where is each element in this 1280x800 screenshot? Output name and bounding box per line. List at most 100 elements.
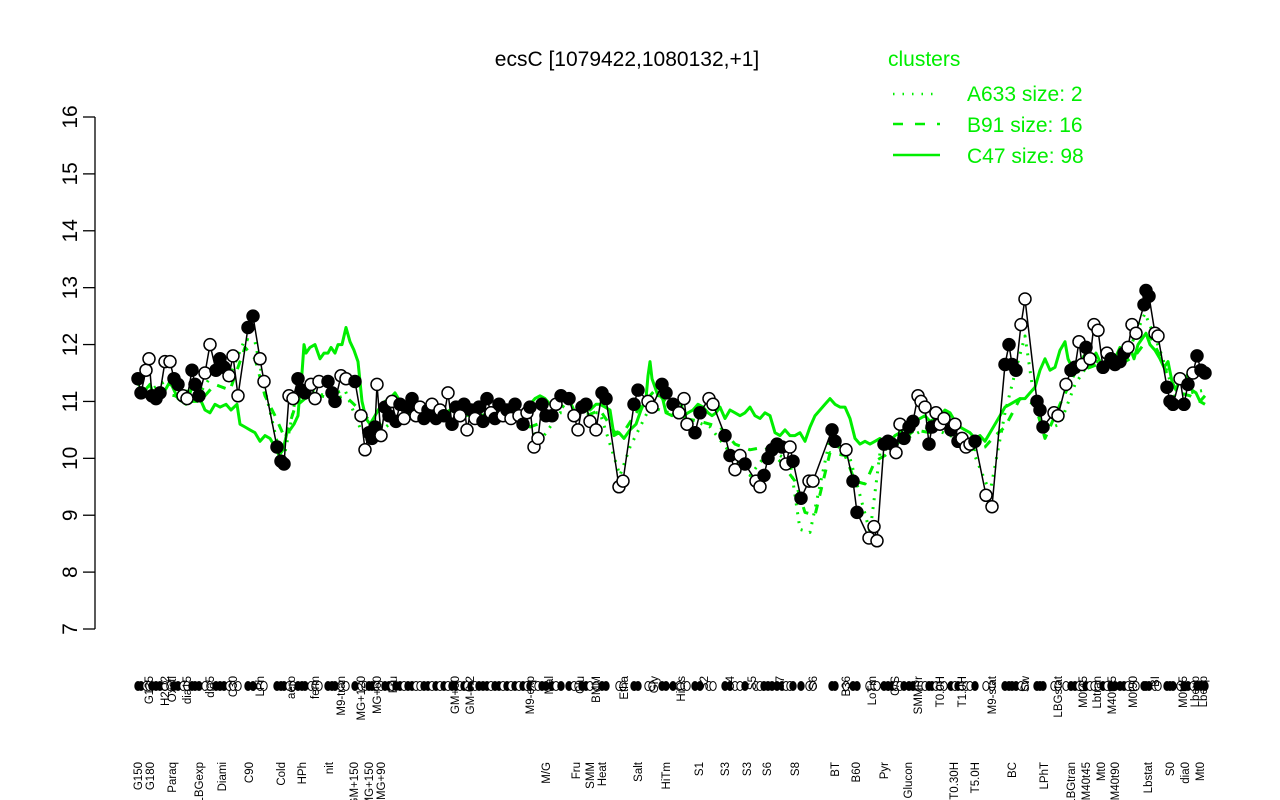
data-point-marker: [348, 374, 362, 389]
x-category-label: S2: [699, 676, 711, 690]
data-point-marker: [1033, 403, 1047, 417]
rug-marker: [971, 681, 979, 691]
data-point-marker: [922, 437, 936, 451]
x-category-label: T0.0H: [935, 676, 947, 707]
x-category-label: GM+150: [349, 762, 361, 800]
y-tick-label: 12: [59, 333, 82, 356]
data-point-marker: [354, 408, 368, 423]
legend-entry-c47: C47 size: 98: [967, 145, 1084, 168]
data-point-marker: [846, 474, 860, 488]
x-category-label: LBGstat: [1053, 675, 1065, 717]
data-point-marker: [806, 474, 820, 488]
x-category-label: aero: [286, 676, 298, 699]
x-category-label: Sw: [1020, 675, 1032, 692]
x-category-label: Lbtran: [1092, 676, 1104, 709]
x-category-label: M40t90: [1110, 762, 1122, 800]
data-point-marker: [1160, 380, 1174, 394]
x-category-label: Mal: [544, 676, 556, 695]
x-category-label: MG+120: [356, 676, 368, 720]
data-point-marker: [397, 411, 411, 426]
rug-marker: [1039, 681, 1047, 691]
data-point-marker: [192, 389, 206, 403]
x-category-label: M9-exp: [525, 676, 537, 714]
x-category-label: MG+150: [364, 762, 376, 800]
x-category-label: Pyr: [879, 762, 891, 779]
data-point-marker: [222, 369, 236, 383]
data-point-marker: [1181, 377, 1195, 392]
x-labels-lower: G150 G180 Paraq LBGexp Diami C90 Cold HPh nit GM+…: [133, 761, 1207, 800]
data-point-marker: [253, 352, 267, 366]
data-point-marker: [291, 371, 305, 386]
data-point-marker: [672, 406, 686, 420]
rug-marker: [873, 681, 881, 691]
rug-marker: [696, 681, 704, 691]
x-category-label: M40t45: [1107, 676, 1119, 714]
x-category-label: MG+90: [376, 762, 388, 800]
y-tick-label: 16: [59, 105, 82, 128]
x-category-label: BC: [1007, 762, 1019, 778]
rug-marker: [619, 681, 627, 691]
x-category-label: Mt0: [1195, 762, 1207, 781]
data-point-marker: [1142, 289, 1156, 303]
x-category-label: Paraq: [167, 762, 179, 793]
x-category-label: dia0: [1180, 762, 1192, 784]
x-category-label: Fru: [388, 676, 400, 693]
y-tick-label: 14: [59, 219, 82, 243]
legend-entry-a633: A633 size: 2: [967, 83, 1083, 106]
data-point-marker: [153, 386, 167, 400]
data-point-marker: [1009, 363, 1023, 377]
x-category-label: B36: [841, 676, 853, 696]
data-point-marker: [794, 491, 808, 505]
x-category-label: M0t90: [1128, 676, 1140, 708]
data-point-marker: [1014, 317, 1028, 332]
x-category-label: S4: [725, 675, 737, 690]
x-category-label: Salt: [633, 761, 645, 782]
data-point-marker: [631, 383, 645, 397]
data-point-marker: [370, 377, 384, 392]
x-category-label: Fru: [571, 762, 583, 779]
x-category-label: dia15: [182, 676, 194, 704]
x-category-label: BMM: [591, 676, 603, 703]
y-tick-label: 10: [59, 447, 82, 470]
rug-marker: [842, 681, 850, 691]
data-point-marker: [188, 377, 202, 392]
data-point-marker: [567, 408, 581, 423]
x-category-label: S7: [775, 676, 787, 690]
data-point-marker: [405, 391, 419, 406]
x-category-label: S6: [808, 676, 820, 690]
x-category-label: GM+60: [450, 676, 462, 714]
cluster-line-dashed: [137, 334, 1206, 517]
x-category-label: MG+60: [372, 676, 384, 714]
data-point-marker: [321, 374, 335, 389]
rug-marker: [260, 681, 268, 691]
data-point-marker: [897, 431, 911, 446]
rug-marker: [1021, 681, 1029, 691]
data-point-marker: [131, 371, 145, 386]
data-point-marker: [627, 397, 641, 412]
data-point-marker: [718, 428, 732, 443]
x-category-label: GM-0.2: [465, 676, 477, 714]
data-point-marker: [706, 397, 720, 412]
rug-marker: [831, 681, 839, 691]
data-point-marker: [659, 386, 673, 400]
data-point-marker: [839, 443, 853, 457]
data-point-marker: [589, 423, 603, 437]
x-category-label: HiTm: [661, 762, 673, 789]
sample-series: [131, 283, 1212, 548]
data-point-marker: [460, 423, 474, 437]
data-point-marker: [1079, 340, 1093, 355]
data-point-marker: [308, 391, 322, 406]
data-point-marker: [867, 519, 881, 534]
data-point-marker: [757, 468, 771, 483]
y-tick-label: 9: [59, 509, 82, 521]
data-point-marker: [198, 366, 212, 380]
data-point-marker: [1051, 408, 1065, 423]
data-point-marker: [277, 457, 291, 471]
data-point-marker: [786, 454, 800, 468]
x-category-label: T1.0H: [957, 676, 969, 707]
x-category-label: nit: [324, 761, 336, 774]
data-point-marker: [180, 391, 194, 406]
x-category-label: Diami: [217, 762, 229, 791]
data-point-marker: [1166, 397, 1180, 412]
